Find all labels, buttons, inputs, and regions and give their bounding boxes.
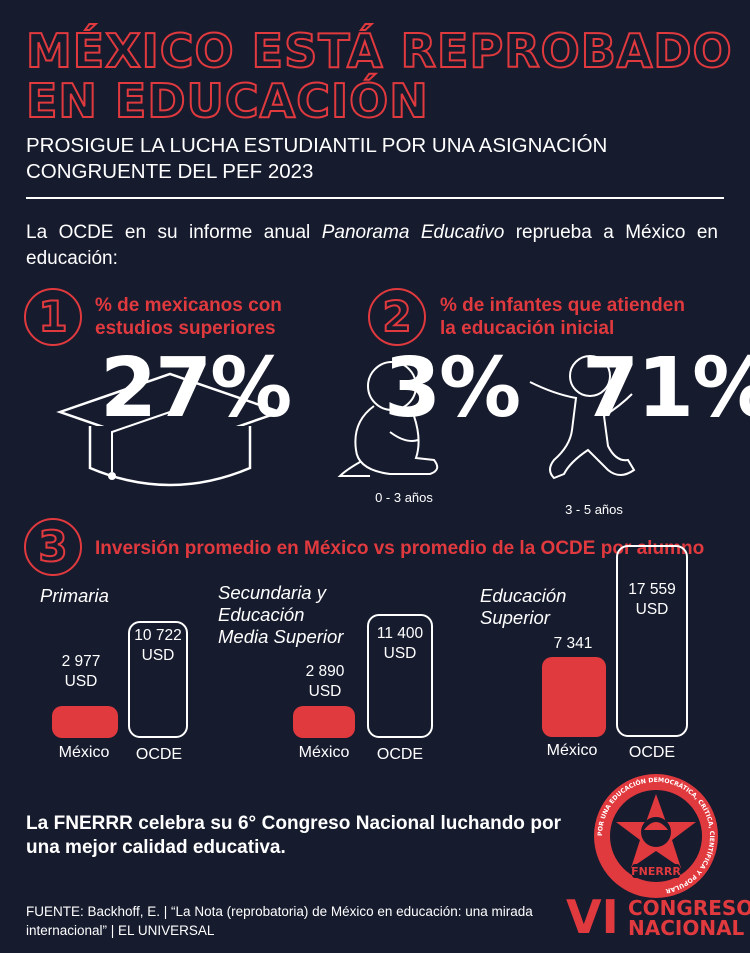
section-2-number: 2 [368, 288, 426, 346]
intro-italic: Panorama Educativo [321, 222, 505, 243]
ocde-bar-3 [616, 545, 688, 737]
section-1-value: 27% [100, 341, 292, 436]
category-label-primaria: Primaria [40, 585, 109, 606]
intro-before: La OCDE en su informe anual [26, 222, 322, 243]
logo-congreso-line-1: CONGRESO [628, 896, 750, 920]
logo-congreso-line-2: NACIONAL [628, 916, 745, 940]
section-3-heading: Inversión promedio en México vs promedio… [95, 538, 705, 559]
country-label-mexico-3: México [546, 742, 598, 759]
ocde-bar-1 [128, 621, 188, 738]
country-label-ocde-2: OCDE [376, 746, 424, 763]
divider [26, 197, 724, 199]
graduation-cap-icon [56, 372, 284, 487]
title-line-1: MÉXICO ESTÁ REPROBADO [25, 24, 733, 78]
section-2-caption-2: 3 - 5 años [565, 502, 623, 517]
svg-text:FNERRR: FNERRR [631, 865, 681, 878]
section-2-value-2: 71% [582, 341, 750, 436]
ocde-value-label-3: 17 559 USD [628, 581, 676, 618]
country-label-ocde-1: OCDE [135, 746, 183, 763]
source-text: FUENTE: Backhoff, E. | “La Nota (reproba… [26, 904, 533, 938]
intro-text: La OCDE en su informe anual Panorama Edu… [26, 220, 718, 272]
section-2-value-1: 3% [384, 341, 521, 436]
subtitle: PROSIGUE LA LUCHA ESTUDIANTIL POR UNA AS… [26, 134, 608, 183]
intro-after: reprueba a México en educación: [26, 222, 718, 269]
ocde-value-label-1: 10 722 USD [134, 627, 182, 664]
running-child-icon [529, 355, 636, 480]
mexico-bar-2 [293, 706, 355, 738]
mexico-bar-3 [542, 657, 606, 737]
section-2-caption-1: 0 - 3 años [375, 490, 433, 505]
country-label-mexico-1: México [58, 744, 110, 761]
mexico-bar-1 [52, 706, 118, 738]
mexico-value-label-2: 2 890 USD [305, 663, 345, 700]
logo-roman-numeral: VI [566, 890, 619, 944]
category-label-secundaria: Secundaria y Educación Media Superior [218, 582, 344, 647]
closing-text: La FNERRR celebra su 6° Congreso Naciona… [26, 813, 561, 858]
section-3-number: 3 [24, 518, 82, 576]
fnerrr-logo: POR UNA EDUCACIÓN DEMOCRÁTICA, CRÍTICA, … [594, 774, 718, 898]
section-1-number: 1 [24, 288, 82, 346]
country-label-mexico-2: México [298, 744, 350, 761]
section-2-heading: % de infantes que atienden la educación … [440, 295, 685, 339]
ocde-value-label-2: 11 400 USD [376, 625, 424, 662]
title-line-2: EN EDUCACIÓN [25, 74, 429, 128]
category-label-superior: Educación Superior [480, 585, 567, 628]
baby-icon [337, 361, 439, 477]
section-1-heading: % de mexicanos con estudios superiores [95, 295, 282, 339]
ocde-bar-2 [367, 614, 433, 738]
mexico-value-label-1: 2 977 USD [61, 653, 101, 690]
country-label-ocde-3: OCDE [628, 744, 676, 761]
